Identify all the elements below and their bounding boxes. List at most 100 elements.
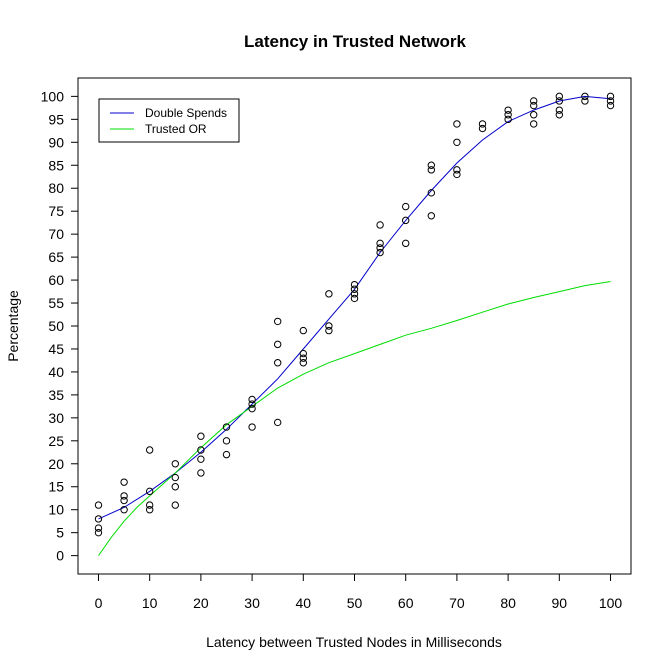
data-point (120, 492, 128, 500)
y-tick-label: 15 (48, 479, 64, 495)
data-point (427, 212, 436, 220)
data-point (427, 166, 436, 174)
data-point (273, 418, 282, 427)
data-point (145, 446, 154, 454)
data-point (197, 432, 205, 440)
y-tick-label: 45 (48, 341, 64, 357)
legend-label-1: Trusted OR (145, 122, 207, 136)
x-tick-label: 10 (142, 595, 158, 611)
data-point (402, 216, 410, 225)
data-point (427, 189, 436, 197)
y-tick-label: 65 (48, 249, 64, 265)
data-point (94, 524, 103, 532)
y-tick-label: 0 (56, 548, 64, 564)
x-tick-label: 30 (244, 595, 260, 611)
x-tick-label: 90 (552, 595, 568, 611)
data-point (248, 404, 256, 413)
data-point (478, 124, 487, 133)
y-tick-label: 80 (48, 180, 64, 196)
data-point (581, 92, 589, 101)
y-tick-label: 55 (48, 295, 64, 311)
data-point (222, 437, 231, 445)
data-point (427, 161, 436, 169)
data-point (376, 244, 384, 252)
data-point (248, 400, 256, 408)
x-tick-label: 100 (599, 595, 623, 611)
data-point (299, 326, 307, 335)
y-tick-label: 90 (48, 134, 64, 150)
data-point (248, 395, 256, 404)
y-axis: 0 5 10 15 20 25 30 35 40 45 50 55 60 65 70 75 80 85 90 95 10… (41, 88, 79, 564)
chart-title: Latency in Trusted Network (244, 32, 467, 51)
data-point (197, 455, 205, 463)
data-point (197, 469, 205, 477)
data-point (530, 111, 538, 119)
data-point (145, 487, 154, 496)
data-point (299, 359, 307, 367)
legend-label-0: Double Spends (145, 106, 227, 120)
data-point (530, 101, 538, 110)
y-tick-label: 85 (48, 157, 64, 173)
data-point (402, 202, 410, 211)
data-point (350, 285, 359, 293)
data-point (120, 478, 128, 486)
legend-box (98, 98, 240, 143)
y-tick-label: 25 (48, 433, 64, 449)
data-point (94, 515, 103, 523)
data-point (402, 239, 410, 248)
y-tick-label: 100 (41, 88, 65, 104)
y-tick-label: 30 (48, 410, 64, 426)
data-point (273, 359, 282, 367)
data-point (453, 120, 461, 128)
y-tick-label: 60 (48, 272, 64, 288)
data-point (145, 501, 154, 509)
data-point (555, 106, 564, 114)
plot-frame (77, 77, 632, 575)
x-tick-label: 80 (500, 595, 516, 611)
data-point (555, 92, 564, 101)
data-point (453, 138, 461, 146)
data-point (171, 483, 179, 491)
data-point (325, 326, 333, 335)
data-point (478, 120, 487, 128)
data-point (504, 106, 512, 114)
y-tick-label: 20 (48, 456, 64, 472)
y-tick-label: 75 (48, 203, 64, 219)
y-tick-label: 50 (48, 318, 64, 334)
data-point (222, 450, 231, 459)
y-tick-label: 95 (48, 111, 64, 127)
data-point (350, 280, 359, 289)
data-point (120, 496, 128, 505)
x-axis-label: Latency between Trusted Nodes in Millise… (206, 634, 502, 650)
data-point (530, 97, 538, 105)
data-point (376, 248, 384, 257)
y-tick-label: 40 (48, 364, 64, 380)
data-point (197, 446, 205, 454)
y-tick-label: 5 (56, 525, 64, 541)
data-point (350, 294, 359, 303)
data-point (222, 423, 231, 431)
data-point (606, 97, 615, 105)
data-point (606, 92, 615, 101)
data-point (94, 528, 103, 537)
data-point (555, 97, 564, 105)
data-point (504, 111, 512, 119)
data-point (120, 506, 128, 514)
data-point (606, 101, 615, 110)
data-point (376, 239, 384, 248)
series-lines (98, 95, 611, 556)
y-tick-label: 10 (48, 502, 64, 518)
y-axis-label: Percentage (5, 290, 21, 362)
data-point (171, 501, 179, 509)
x-tick-label: 40 (296, 595, 312, 611)
data-point (376, 221, 384, 229)
data-point (273, 317, 282, 326)
x-tick-label: 20 (193, 595, 209, 611)
data-point (453, 166, 461, 174)
data-point (555, 111, 564, 119)
data-point (504, 115, 512, 124)
data-point (325, 290, 333, 298)
x-tick-label: 60 (398, 595, 414, 611)
y-tick-label: 70 (48, 226, 64, 242)
